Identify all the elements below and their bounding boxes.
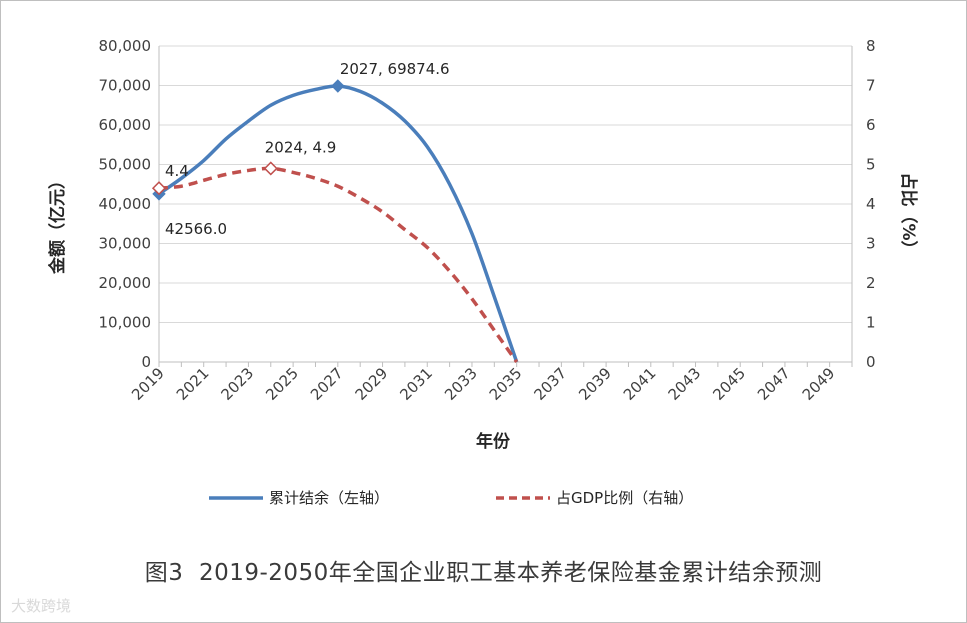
y-right-tick-label: 6 [866, 116, 876, 134]
y-right-tick-label: 8 [866, 37, 876, 55]
x-tick-label: 2029 [352, 364, 392, 404]
legend: 累计结余（左轴） 占GDP比例（右轴） [209, 489, 693, 507]
x-tick-label: 2037 [530, 364, 570, 404]
x-tick-label: 2033 [441, 364, 481, 404]
y-left-tick-label: 20,000 [99, 274, 152, 292]
data-point-marker [263, 161, 278, 176]
data-label: 42566.0 [165, 220, 227, 238]
y-left-tick-label: 0 [141, 353, 151, 371]
y-left-tick-label: 80,000 [99, 37, 152, 55]
x-tick-label: 2049 [799, 364, 839, 404]
x-tick-label: 2045 [709, 364, 749, 404]
data-point-marker [331, 79, 345, 93]
y-right-tick-label: 0 [866, 353, 876, 371]
x-tick-label: 2039 [575, 364, 615, 404]
data-label: 2024, 4.9 [265, 138, 337, 156]
grid-layer [159, 45, 852, 323]
legend-label-balance: 累计结余（左轴） [269, 489, 389, 507]
figure-caption: 图3 2019-2050年全国企业职工基本养老保险基金累计结余预测 [144, 560, 823, 586]
y-left-axis-title: 金额（亿元） [47, 172, 68, 275]
legend-label-gdp-ratio: 占GDP比例（右轴） [556, 489, 693, 507]
x-tick-label: 2023 [218, 364, 258, 404]
x-tick-label: 2031 [396, 364, 436, 404]
x-tick-label: 2035 [486, 364, 526, 404]
x-tick-label: 2025 [262, 364, 302, 404]
x-tick-label: 2019 [128, 364, 168, 404]
y-right-tick-label: 1 [866, 314, 876, 332]
data-point-marker [151, 181, 167, 196]
y-right-tick-label: 7 [866, 77, 876, 95]
x-tick-label: 2027 [307, 364, 347, 404]
watermark: 大数跨境 [11, 597, 72, 615]
y-left-tick-label: 60,000 [99, 116, 152, 134]
x-tick-label: 2047 [754, 364, 794, 404]
y-right-axis-title: 占比（%） [898, 172, 919, 257]
series-line-gdp-ratio [158, 166, 519, 364]
y-right-tick-label: 5 [866, 156, 876, 174]
x-tick-label: 2021 [173, 364, 213, 404]
y-left-tick-label: 10,000 [99, 314, 152, 332]
x-tick-label: 2043 [665, 364, 705, 404]
data-label: 2027, 69874.6 [340, 60, 450, 78]
x-tick-label: 2041 [620, 364, 660, 404]
y-left-tick-label: 50,000 [99, 156, 152, 174]
y-right-tick-label: 3 [866, 235, 876, 253]
x-axis-title: 年份 [476, 431, 511, 452]
data-label: 4.4 [165, 162, 189, 180]
label-layer: 42566.0 2027, 69874.6 4.4 2024, 4.9 [165, 60, 450, 238]
series-layer [151, 79, 519, 364]
y-right-tick-label: 4 [866, 195, 876, 213]
y-left-tick-label: 30,000 [99, 235, 152, 253]
y-left-tick-label: 70,000 [99, 77, 152, 95]
y-right-tick-label: 2 [866, 274, 876, 292]
y-left-tick-label: 40,000 [99, 195, 152, 213]
